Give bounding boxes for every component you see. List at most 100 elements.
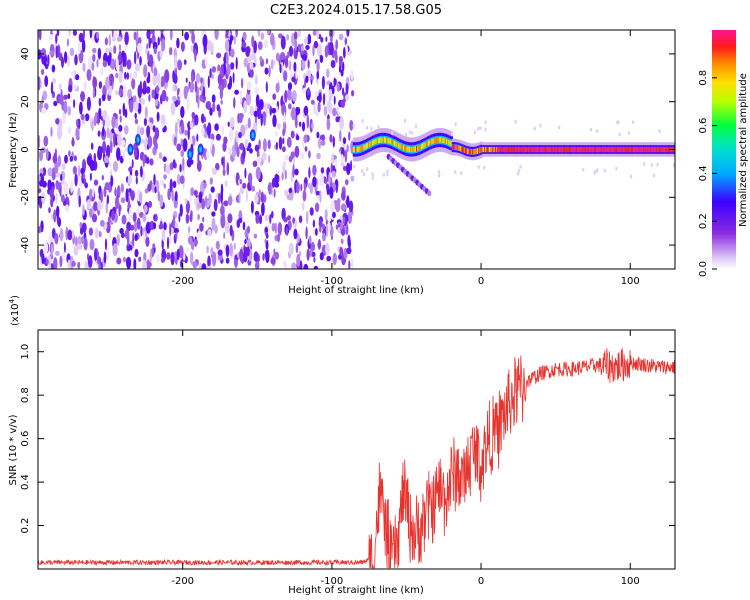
noise-speckle (169, 30, 173, 41)
noise-speckle (55, 118, 60, 125)
noise-speckle (201, 263, 207, 269)
noise-speckle (97, 47, 102, 60)
noise-speckle (60, 173, 63, 182)
noise-speckle (93, 201, 98, 212)
noise-speckle (83, 81, 87, 91)
noise-speckle (106, 246, 110, 261)
noise-speckle (195, 72, 201, 84)
noise-speckle (54, 161, 59, 174)
noise-speckle (153, 67, 158, 77)
colorbar-tick-label: 0.2 (698, 213, 709, 229)
noise-speckle (122, 102, 126, 117)
noise-speckle (272, 114, 277, 128)
spectrogram-ylabel: Frequency (Hz) (8, 112, 19, 188)
noise-speckle (342, 87, 345, 96)
noise-speckle (102, 126, 105, 137)
noise-speckle (160, 30, 164, 34)
noise-speckle (74, 54, 78, 66)
noise-speckle (86, 199, 91, 210)
noise-speckle (330, 200, 335, 214)
noise-speckle (238, 113, 244, 119)
noise-speckle (128, 166, 133, 172)
noise-speckle (277, 233, 280, 243)
noise-speckle (305, 226, 308, 240)
noise-speckle (124, 125, 129, 135)
noise-speckle (345, 82, 349, 95)
snr-ytick-label: 1.0 (20, 344, 31, 360)
noise-speckle (124, 108, 128, 118)
noise-speckle (312, 219, 316, 229)
noise-speckle (347, 234, 351, 248)
noise-speckle (47, 167, 53, 177)
noise-speckle (316, 194, 320, 203)
noise-speckle (80, 91, 85, 102)
noise-speckle (278, 136, 283, 150)
signal-core (449, 140, 452, 146)
noise-speckle (190, 241, 195, 251)
signal-speck (460, 171, 463, 176)
noise-speckle (291, 262, 297, 269)
signal-speck (454, 170, 457, 175)
noise-speckle (180, 259, 183, 268)
noise-speckle (183, 59, 187, 65)
noise-speckle (154, 127, 160, 140)
signal-speck (361, 119, 364, 123)
noise-speckle (154, 142, 158, 150)
noise-speckle (147, 183, 152, 192)
noise-speckle (49, 188, 54, 199)
noise-speckle (258, 99, 264, 110)
noise-speckle (333, 77, 336, 88)
noise-speckle (38, 187, 42, 194)
noise-speckle (68, 84, 73, 93)
noise-speckle (326, 255, 332, 262)
noise-speckle (340, 228, 346, 236)
noise-speckle (304, 146, 308, 152)
spectrogram-ytick-label: 40 (20, 48, 31, 61)
noise-speckle (260, 191, 264, 203)
noise-speckle (69, 155, 74, 162)
colorbar-tick-label: 0.4 (698, 165, 709, 181)
noise-speckle (211, 252, 217, 267)
noise-speckle (350, 160, 353, 171)
signal-speck (533, 126, 536, 131)
noise-speckle (284, 89, 288, 103)
noise-speckle (244, 238, 247, 245)
noise-speckle (176, 143, 182, 152)
noise-speckle (260, 113, 263, 127)
noise-speckle (270, 33, 275, 46)
noise-speckle (157, 72, 161, 86)
signal-speck (596, 129, 599, 134)
noise-speckle (111, 115, 117, 129)
spectrogram-xtick-label: 100 (621, 276, 640, 287)
noise-speckle (301, 54, 307, 61)
noise-speckle (242, 31, 247, 41)
noise-speckle (147, 200, 153, 208)
noise-speckle (337, 198, 341, 204)
signal-core (492, 146, 495, 153)
noise-speckle (142, 80, 147, 93)
noise-speckle (290, 151, 295, 160)
noise-speckle (191, 111, 196, 119)
noise-speckle (114, 90, 119, 96)
noise-speckle (225, 52, 229, 66)
noise-speckle (223, 136, 228, 145)
noise-speckle (245, 123, 248, 131)
noise-speckle (110, 175, 114, 187)
noise-speckle (124, 146, 129, 153)
noise-speckle (229, 127, 234, 142)
noise-speckle (81, 222, 87, 233)
noise-speckle (115, 57, 119, 71)
noise-speckle (284, 189, 289, 197)
noise-speckle (73, 99, 76, 109)
snr-panel: -200 -100 0 100 0.2 0.4 0.6 0.8 1.0 Height of st… (8, 295, 676, 596)
noise-speckle (103, 251, 107, 264)
colorbar-tick-label: 0.8 (698, 70, 709, 86)
noise-speckle (211, 217, 216, 231)
noise-speckle (136, 191, 139, 197)
noise-speckle (126, 256, 132, 269)
noise-speckle (113, 160, 118, 173)
noise-speckle (71, 229, 75, 239)
noise-speckle (251, 35, 255, 48)
noise-speckle (118, 71, 123, 84)
noise-speckle (245, 93, 249, 100)
